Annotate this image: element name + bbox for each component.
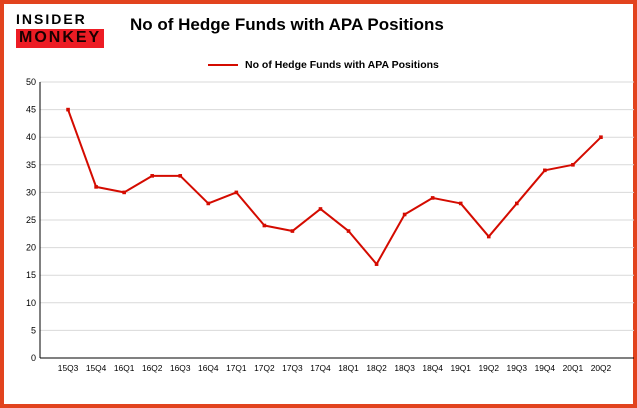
header: INSIDER MONKEY No of Hedge Funds with AP… [10,11,629,49]
svg-text:40: 40 [26,133,36,143]
svg-text:30: 30 [26,188,36,198]
svg-text:19Q1: 19Q1 [450,363,471,373]
svg-text:20Q2: 20Q2 [591,363,612,373]
data-markers [66,108,603,267]
svg-text:0: 0 [31,353,36,363]
svg-text:17Q3: 17Q3 [282,363,303,373]
x-axis-labels: 15Q3 15Q4 16Q1 16Q2 16Q3 16Q4 17Q1 17Q2 17Q3 17Q4… [58,363,612,373]
svg-text:17Q1: 17Q1 [226,363,247,373]
data-line [67,109,602,266]
line-chart: 0 5 10 15 20 25 30 35 40 45 50 15Q3 15Q4 16Q1 16Q2 16Q3… [26,77,634,373]
svg-text:16Q1: 16Q1 [114,363,135,373]
svg-text:17Q4: 17Q4 [310,363,331,373]
gridlines [40,81,634,359]
logo-text-insider: INSIDER [16,11,87,27]
svg-text:16Q2: 16Q2 [142,363,163,373]
svg-text:19Q2: 19Q2 [479,363,500,373]
svg-text:35: 35 [26,160,36,170]
legend-line-swatch [208,64,238,67]
svg-text:18Q3: 18Q3 [394,363,415,373]
svg-text:15Q3: 15Q3 [58,363,79,373]
insider-monkey-logo: INSIDER MONKEY [10,11,130,49]
svg-text:16Q4: 16Q4 [198,363,219,373]
svg-text:15: 15 [26,271,36,281]
svg-text:10: 10 [26,298,36,308]
svg-text:18Q2: 18Q2 [366,363,387,373]
svg-text:20: 20 [26,243,36,253]
logo-text-monkey: MONKEY [16,28,105,49]
svg-text:16Q3: 16Q3 [170,363,191,373]
svg-text:50: 50 [26,77,36,87]
svg-text:45: 45 [26,105,36,115]
svg-text:19Q4: 19Q4 [535,363,556,373]
legend: No of Hedge Funds with APA Positions [208,58,629,72]
svg-text:18Q1: 18Q1 [338,363,359,373]
svg-text:19Q3: 19Q3 [507,363,528,373]
legend-label: No of Hedge Funds with APA Positions [245,59,439,72]
y-axis-labels: 0 5 10 15 20 25 30 35 40 45 50 [26,77,36,363]
svg-text:15Q4: 15Q4 [86,363,107,373]
chart-title: No of Hedge Funds with APA Positions [130,15,444,34]
svg-text:5: 5 [31,326,36,336]
svg-text:18Q4: 18Q4 [422,363,443,373]
svg-text:25: 25 [26,215,36,225]
svg-text:20Q1: 20Q1 [563,363,584,373]
svg-text:17Q2: 17Q2 [254,363,275,373]
